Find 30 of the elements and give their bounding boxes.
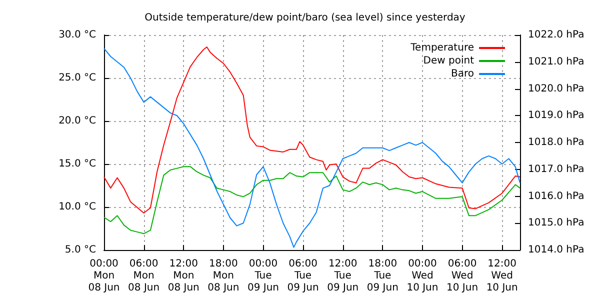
legend-label: Temperature <box>410 42 474 54</box>
x-tick-label: 00:00 Tue 09 Jun <box>247 258 279 294</box>
chart-title: Outside temperature/dew point/baro (sea level) since yesterday <box>144 12 466 24</box>
x-tick-label: 12:00 Tue 09 Jun <box>327 258 359 294</box>
y2-tick-label: 1016.0 hPa <box>528 190 584 202</box>
y2-tick-label: 1019.0 hPa <box>528 110 584 122</box>
x-tick-label: 18:00 Mon 08 Jun <box>208 258 240 294</box>
y-tick-label: 10.0 °C <box>58 202 96 212</box>
y2-tick-label: 1015.0 hPa <box>528 218 584 229</box>
legend-label: Baro <box>451 68 474 80</box>
y2-tick-label: 1021.0 hPa <box>528 56 584 68</box>
x-tick-label: 06:00 Mon 08 Jun <box>128 258 160 294</box>
y-tick-label: 30.0 °C <box>58 30 96 40</box>
y2-tick-label: 1017.0 hPa <box>528 164 584 175</box>
x-tick-label: 00:00 Mon 08 Jun <box>88 258 120 294</box>
y-tick-label: 15.0 °C <box>58 158 96 170</box>
y2-tick-label: 1020.0 hPa <box>528 83 584 94</box>
x-tick-label: 12:00 Wed 10 Jun <box>486 258 518 294</box>
x-tick-label: 00:00 Wed 10 Jun <box>406 258 438 294</box>
x-tick-label: 06:00 Wed 10 Jun <box>446 258 478 294</box>
x-tick-label: 18:00 Tue 09 Jun <box>366 258 398 294</box>
x-tick-label: 06:00 Tue 09 Jun <box>287 258 319 294</box>
y2-tick-label: 1014.0 hPa <box>528 244 584 256</box>
x-tick-label: 12:00 Mon 08 Jun <box>168 258 200 294</box>
y-tick-label: 25.0 °C <box>58 72 96 84</box>
legend-label: Dew point <box>423 56 474 66</box>
y2-tick-label: 1018.0 hPa <box>528 137 584 148</box>
y-tick-label: 5.0 °C <box>64 244 96 256</box>
y-tick-label: 20.0 °C <box>58 116 96 126</box>
y2-tick-label: 1022.0 hPa <box>528 30 584 40</box>
